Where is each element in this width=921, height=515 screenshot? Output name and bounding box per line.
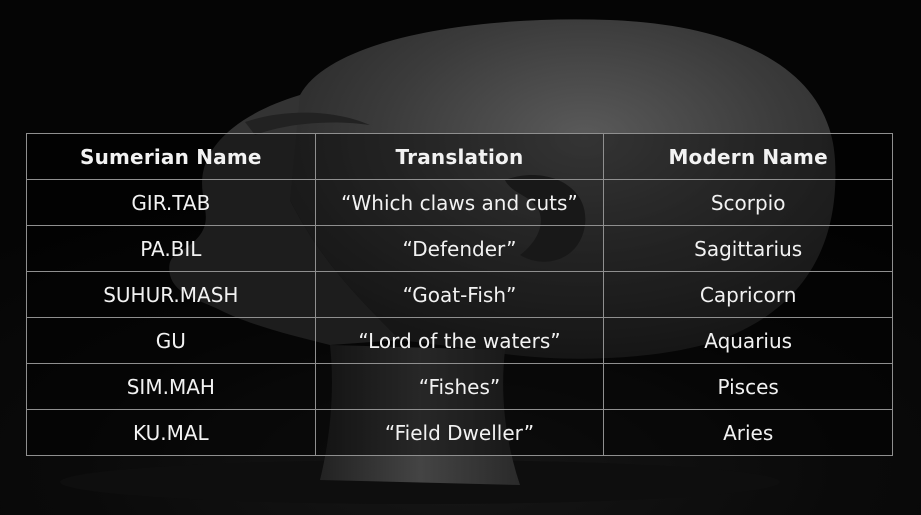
table-header-row: Sumerian Name Translation Modern Name (26, 133, 893, 180)
cell-translation: “Which claws and cuts” (314, 179, 605, 226)
table-row: GIR.TAB “Which claws and cuts” Scorpio (26, 179, 893, 226)
cell-translation: “Field Dweller” (314, 409, 605, 456)
cell-modern-name: Capricorn (603, 271, 893, 318)
table-row: SIM.MAH “Fishes” Pisces (26, 363, 893, 410)
zodiac-table: Sumerian Name Translation Modern Name GI… (26, 133, 893, 456)
cell-modern-name: Aries (603, 409, 893, 456)
cell-translation: “Goat-Fish” (314, 271, 605, 318)
header-sumerian-name: Sumerian Name (26, 133, 316, 180)
header-modern-name: Modern Name (603, 133, 893, 180)
cell-sumerian-name: GU (26, 317, 316, 364)
table-row: SUHUR.MASH “Goat-Fish” Capricorn (26, 271, 893, 318)
cell-sumerian-name: SIM.MAH (26, 363, 316, 410)
header-translation: Translation (314, 133, 605, 180)
cell-translation: “Lord of the waters” (314, 317, 605, 364)
table-row: KU.MAL “Field Dweller” Aries (26, 409, 893, 456)
cell-translation: “Defender” (314, 225, 605, 272)
cell-sumerian-name: PA.BIL (26, 225, 316, 272)
cell-sumerian-name: SUHUR.MASH (26, 271, 316, 318)
zodiac-table-container: Sumerian Name Translation Modern Name GI… (26, 133, 893, 456)
table-row: GU “Lord of the waters” Aquarius (26, 317, 893, 364)
cell-modern-name: Pisces (603, 363, 893, 410)
cell-modern-name: Aquarius (603, 317, 893, 364)
cell-sumerian-name: GIR.TAB (26, 179, 316, 226)
cell-modern-name: Scorpio (603, 179, 893, 226)
table-row: PA.BIL “Defender” Sagittarius (26, 225, 893, 272)
cell-translation: “Fishes” (314, 363, 605, 410)
cell-sumerian-name: KU.MAL (26, 409, 316, 456)
cell-modern-name: Sagittarius (603, 225, 893, 272)
